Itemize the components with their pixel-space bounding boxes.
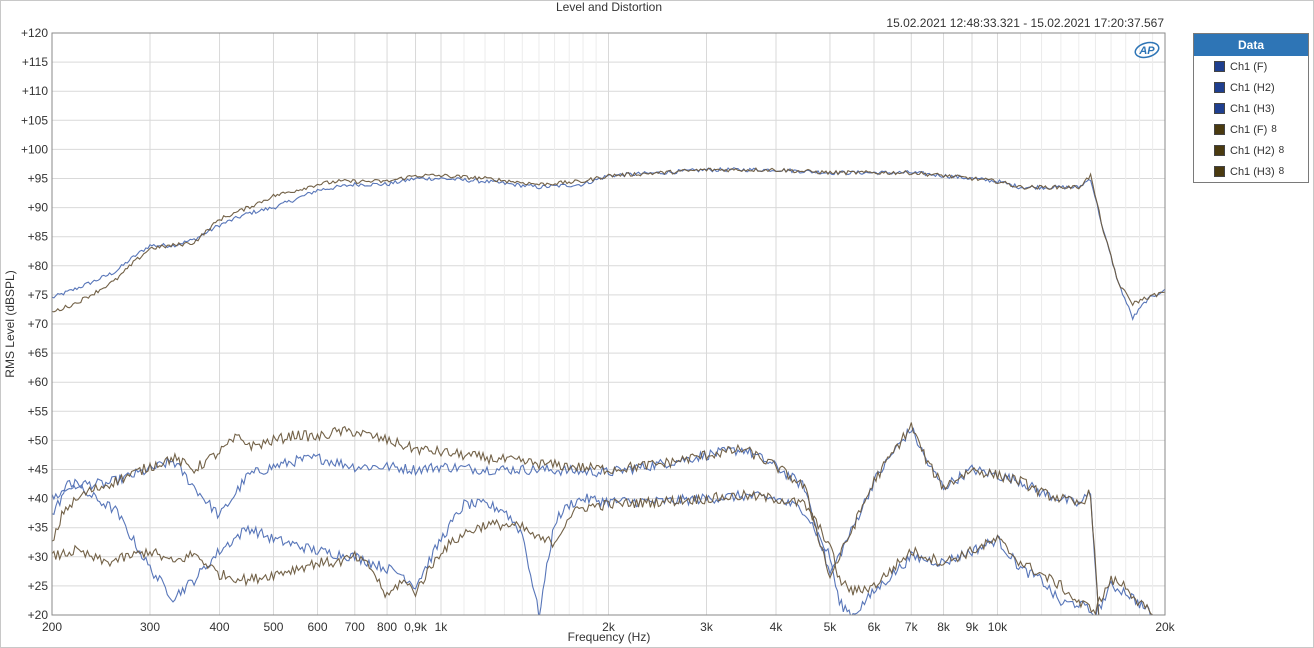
chart-subtitle: 15.02.2021 12:48:33.321 - 15.02.2021 17:… <box>886 16 1164 30</box>
legend-suffix: 8 <box>1271 124 1277 135</box>
y-tick-label: +105 <box>21 113 48 127</box>
x-tick-label: 10k <box>988 620 1008 634</box>
y-tick-label: +40 <box>28 492 49 506</box>
x-tick-label: 4k <box>770 620 784 634</box>
y-tick-label: +65 <box>28 346 49 360</box>
x-tick-label: 200 <box>42 620 62 634</box>
plot-area-border <box>51 32 1166 616</box>
y-tick-label: +25 <box>28 579 49 593</box>
ap-logo-icon: AP <box>1134 41 1160 59</box>
legend-label: Ch1 (H2) <box>1230 81 1275 94</box>
x-tick-label: 3k <box>700 620 714 634</box>
legend-item-5[interactable]: Ch1 (H2) 8 <box>1194 140 1308 161</box>
x-tick-label: 600 <box>308 620 328 634</box>
x-tick-label: 1k <box>435 620 449 634</box>
series-line-3 <box>52 479 1153 615</box>
legend-swatch <box>1214 124 1225 135</box>
x-tick-label: 400 <box>210 620 230 634</box>
y-tick-label: +120 <box>21 26 48 40</box>
x-tick-label: 800 <box>377 620 397 634</box>
legend-header: Data <box>1194 34 1308 56</box>
y-tick-label: +55 <box>28 404 49 418</box>
legend-label: Ch1 (H2) <box>1230 144 1275 157</box>
x-tick-label: 20k <box>1155 620 1175 634</box>
y-axis-ticks: +120 +115 +110 +105 +100 +95 +90 +85 +80 +75 +70 +6… <box>21 26 48 622</box>
legend-label: Ch1 (H3) <box>1230 165 1275 178</box>
series-line-5 <box>52 422 1100 615</box>
chart-title: Level and Distortion <box>556 0 662 14</box>
series-line-4 <box>52 167 1165 313</box>
x-axis-ticks: 200 300 400 500 600 700 800 0,9k 1k 2k 3k 4k 5k 6k 7k 8… <box>42 620 1176 634</box>
legend-swatch <box>1214 145 1225 156</box>
x-tick-label: 700 <box>345 620 365 634</box>
y-tick-label: +90 <box>28 201 49 215</box>
x-tick-label: 300 <box>140 620 160 634</box>
legend-swatch <box>1214 82 1225 93</box>
legend-swatch <box>1214 103 1225 114</box>
x-tick-label: 5k <box>824 620 838 634</box>
legend-item-3[interactable]: Ch1 (H3) <box>1194 98 1308 119</box>
legend-suffix: 8 <box>1278 145 1285 156</box>
y-tick-label: +45 <box>28 463 49 477</box>
legend-item-2[interactable]: Ch1 (H2) <box>1194 77 1308 98</box>
y-axis-label: RMS Level (dBSPL) <box>3 270 17 377</box>
x-tick-label: 0,9k <box>404 620 428 634</box>
y-tick-label: +85 <box>28 230 49 244</box>
y-tick-label: +50 <box>28 433 49 447</box>
y-tick-label: +30 <box>28 550 49 564</box>
grid <box>51 32 1166 616</box>
legend-item-4[interactable]: Ch1 (F) 8 <box>1194 119 1308 140</box>
legend-swatch <box>1214 166 1225 177</box>
legend-label: Ch1 (H3) <box>1230 102 1275 115</box>
legend-label: Ch1 (F) <box>1230 123 1268 136</box>
x-tick-label: 8k <box>937 620 951 634</box>
legend[interactable]: Data Ch1 (F) Ch1 (H2) Ch1 (H3) Ch1 (F) 8 Ch1 … <box>1193 33 1309 183</box>
legend-item-1[interactable]: Ch1 (F) <box>1194 56 1308 77</box>
x-tick-label: 500 <box>263 620 283 634</box>
legend-suffix: 8 <box>1278 166 1285 177</box>
x-tick-label: 7k <box>905 620 919 634</box>
y-tick-label: +75 <box>28 288 49 302</box>
x-tick-label: 6k <box>868 620 882 634</box>
y-tick-label: +60 <box>28 375 49 389</box>
y-tick-label: +95 <box>28 172 49 186</box>
y-tick-label: +110 <box>22 84 48 98</box>
series-line-6 <box>52 488 1153 615</box>
legend-item-6[interactable]: Ch1 (H3) 8 <box>1194 161 1308 182</box>
y-tick-label: +80 <box>28 259 49 273</box>
y-tick-label: +70 <box>28 317 49 331</box>
y-tick-label: +35 <box>28 521 49 535</box>
y-tick-label: +20 <box>28 608 49 622</box>
x-tick-label: 2k <box>602 620 616 634</box>
y-tick-label: +115 <box>22 55 48 69</box>
series-layer <box>52 166 1165 615</box>
y-tick-label: +100 <box>21 142 48 156</box>
legend-swatch <box>1214 61 1225 72</box>
x-tick-label: 9k <box>966 620 980 634</box>
legend-label: Ch1 (F) <box>1230 60 1268 73</box>
svg-text:AP: AP <box>1138 45 1155 57</box>
x-axis-label: Frequency (Hz) <box>568 630 651 644</box>
